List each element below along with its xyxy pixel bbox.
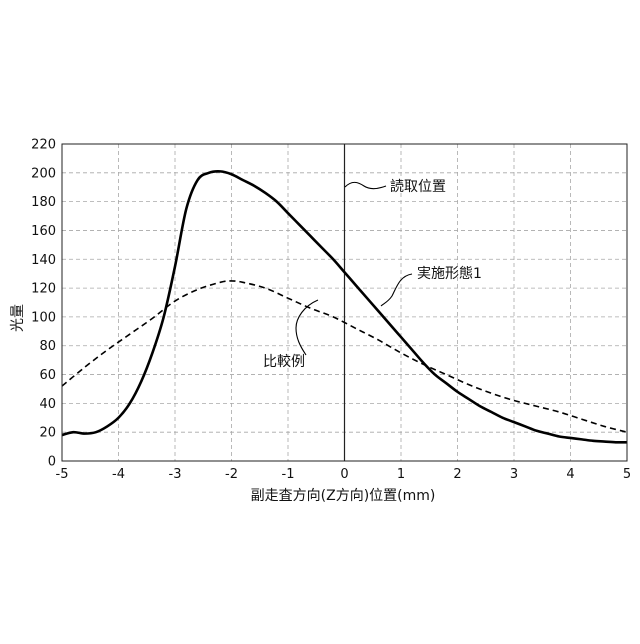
y-tick-label: 200 [31,166,56,181]
x-tick-label: -3 [169,467,182,482]
reading-position-label: 読取位置 [390,178,446,195]
x-tick-label: 5 [623,467,631,482]
y-tick-label: 120 [31,282,56,297]
y-tick-label: 140 [31,253,56,268]
y-tick-label: 0 [48,455,56,470]
embodiment1-leader [380,273,413,307]
y-tick-label: 20 [39,426,56,441]
embodiment1-label: 実施形態1 [417,266,482,282]
x-tick-label: -4 [112,467,125,482]
y-axis-title: 光量 [10,304,26,332]
x-tick-label: 2 [453,467,461,482]
series-layer [61,170,628,444]
embodiment1-series-line [61,170,628,444]
reading-position-leader [344,181,387,190]
x-tick-label: 3 [510,467,518,482]
y-tick-label: 60 [39,368,56,383]
y-tick-label: 220 [31,138,56,153]
x-tick-label: -2 [225,467,238,482]
comparison-leader [295,299,319,356]
x-tick-label: 4 [566,467,574,482]
x-tick-label: 1 [397,467,405,482]
y-tick-label: 80 [39,339,56,354]
plot-frame [61,143,628,462]
comparison-series-line [61,280,628,433]
y-tick-label: 40 [39,397,56,412]
y-tick-label: 180 [31,195,56,210]
x-axis-title: 副走査方向(Z方向)位置(mm) [251,488,436,504]
x-tick-label: -1 [282,467,295,482]
tick-labels: -5 -4 -3 -2 -1 0 1 2 3 4 5 0 20 40 60 80 100 120 140 160 180… [31,138,631,483]
y-tick-label: 160 [31,224,56,239]
comparison-label: 比較例 [263,354,305,370]
grid-lines [62,144,627,461]
x-tick-label: -5 [56,467,69,482]
x-tick-label: 0 [340,467,348,482]
y-tick-label: 100 [31,310,56,325]
